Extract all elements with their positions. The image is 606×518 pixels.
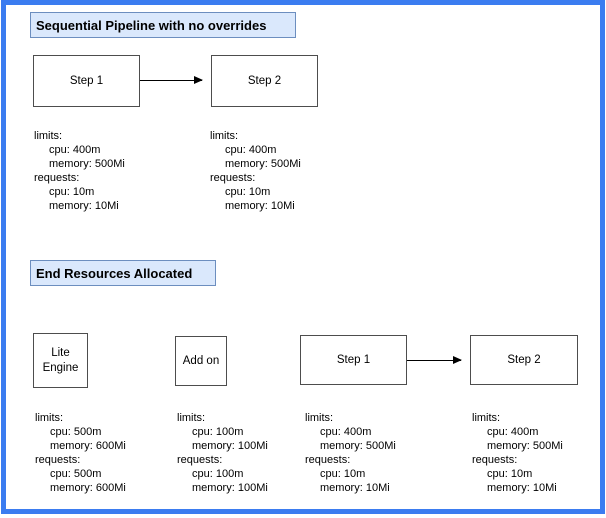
limit-memory: memory: 500Mi xyxy=(49,158,125,170)
node-end-step-1: Step 1 xyxy=(300,335,407,385)
resource-block-step-1: limits: cpu: 400m memory: 500Mi requests… xyxy=(34,129,125,213)
request-memory: memory: 10Mi xyxy=(49,200,119,212)
connector-arrow-step1-step2 xyxy=(140,76,203,84)
node-add-on: Add on xyxy=(175,336,227,386)
limit-cpu: cpu: 400m xyxy=(487,426,539,438)
request-cpu: cpu: 10m xyxy=(320,468,366,480)
limits-label: limits: xyxy=(472,412,501,424)
limits-label: limits: xyxy=(210,130,239,142)
node-lite-engine-label: Lite Engine xyxy=(42,346,79,374)
resource-block-add-on: limits: cpu: 100m memory: 100Mi requests… xyxy=(177,411,268,495)
limit-cpu: cpu: 400m xyxy=(49,144,101,156)
request-cpu: cpu: 500m xyxy=(50,468,102,480)
requests-label: requests: xyxy=(472,454,518,466)
request-memory: memory: 600Mi xyxy=(50,482,126,494)
request-memory: memory: 10Mi xyxy=(487,482,557,494)
resource-block-step-2: limits: cpu: 400m memory: 500Mi requests… xyxy=(210,129,301,213)
node-end-step-2: Step 2 xyxy=(470,335,578,385)
node-lite-engine: Lite Engine xyxy=(33,333,88,388)
requests-label: requests: xyxy=(177,454,223,466)
section1-title-box: Sequential Pipeline with no overrides xyxy=(30,12,296,38)
node-end-step-1-label: Step 1 xyxy=(336,353,371,366)
connector-arrow-end-step1-step2 xyxy=(407,356,462,364)
request-memory: memory: 10Mi xyxy=(225,200,295,212)
requests-label: requests: xyxy=(305,454,351,466)
limit-cpu: cpu: 500m xyxy=(50,426,102,438)
request-cpu: cpu: 100m xyxy=(192,468,244,480)
limits-label: limits: xyxy=(305,412,334,424)
node-add-on-label: Add on xyxy=(182,354,220,367)
requests-label: requests: xyxy=(34,172,80,184)
resource-block-lite-engine: limits: cpu: 500m memory: 600Mi requests… xyxy=(35,411,126,495)
node-step-2: Step 2 xyxy=(211,55,318,107)
limit-memory: memory: 100Mi xyxy=(192,440,268,452)
resource-block-end-step-2: limits: cpu: 400m memory: 500Mi requests… xyxy=(472,411,563,495)
node-end-step-2-label: Step 2 xyxy=(507,353,541,366)
limit-memory: memory: 500Mi xyxy=(225,158,301,170)
node-step-1-label: Step 1 xyxy=(69,74,104,87)
limit-memory: memory: 600Mi xyxy=(50,440,126,452)
resource-block-end-step-1: limits: cpu: 400m memory: 500Mi requests… xyxy=(305,411,396,495)
node-step-1: Step 1 xyxy=(33,55,140,107)
section1-title: Sequential Pipeline with no overrides xyxy=(36,17,267,33)
request-memory: memory: 10Mi xyxy=(320,482,390,494)
limit-memory: memory: 500Mi xyxy=(487,440,563,452)
limit-cpu: cpu: 400m xyxy=(320,426,372,438)
section2-title: End Resources Allocated xyxy=(36,265,193,281)
requests-label: requests: xyxy=(210,172,256,184)
limit-cpu: cpu: 400m xyxy=(225,144,277,156)
node-step-2-label: Step 2 xyxy=(247,74,282,87)
limits-label: limits: xyxy=(34,130,63,142)
section2-title-box: End Resources Allocated xyxy=(30,260,216,286)
limit-memory: memory: 500Mi xyxy=(320,440,396,452)
request-cpu: cpu: 10m xyxy=(487,468,533,480)
request-cpu: cpu: 10m xyxy=(225,186,271,198)
limit-cpu: cpu: 100m xyxy=(192,426,244,438)
limits-label: limits: xyxy=(35,412,64,424)
request-cpu: cpu: 10m xyxy=(49,186,95,198)
limits-label: limits: xyxy=(177,412,206,424)
requests-label: requests: xyxy=(35,454,81,466)
request-memory: memory: 100Mi xyxy=(192,482,268,494)
